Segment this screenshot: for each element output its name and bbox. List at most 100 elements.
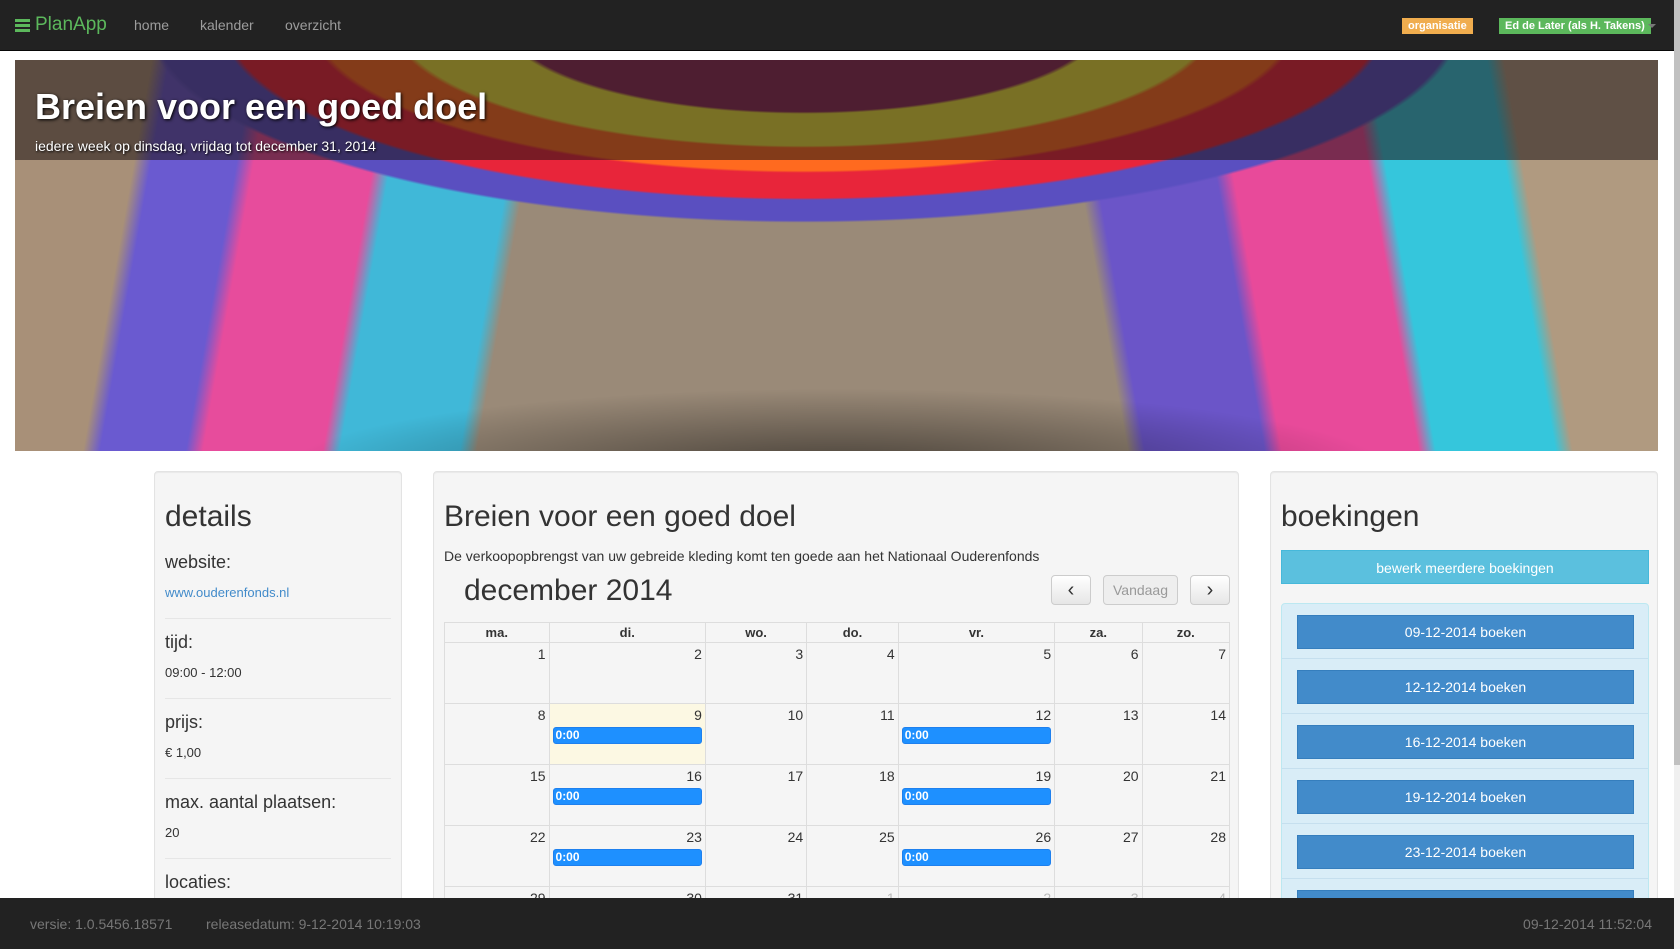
next-month-button[interactable]: › bbox=[1190, 575, 1230, 605]
day-number: 1 bbox=[537, 646, 546, 662]
details-panel: details website: www.ouderenfonds.nl tij… bbox=[154, 471, 402, 931]
calendar-day[interactable]: 17 bbox=[704, 764, 808, 826]
nav-home[interactable]: home bbox=[134, 17, 170, 33]
calendar-event[interactable]: 0:00 bbox=[552, 727, 702, 744]
calendar-day[interactable]: 14 bbox=[1141, 703, 1231, 765]
day-number: 13 bbox=[1122, 707, 1139, 723]
calendar-day[interactable]: 9 0:00 bbox=[548, 703, 706, 765]
details-title: details bbox=[165, 500, 252, 533]
divider bbox=[165, 698, 391, 699]
book-date-button[interactable]: 16-12-2014 boeken bbox=[1297, 725, 1634, 759]
brand-link[interactable]: PlanApp bbox=[15, 14, 107, 36]
scrollbar-thumb[interactable] bbox=[1674, 0, 1680, 765]
day-number: 12 bbox=[1035, 707, 1052, 723]
day-number: 7 bbox=[1218, 646, 1226, 662]
nav-kalender[interactable]: kalender bbox=[200, 17, 254, 33]
weekday-header: vr. bbox=[897, 622, 1056, 643]
calendar-day[interactable]: 19 0:00 bbox=[897, 764, 1056, 826]
prev-month-button[interactable]: ‹ bbox=[1051, 575, 1091, 605]
max-label: max. aantal plaatsen: bbox=[165, 792, 337, 812]
today-button[interactable]: Vandaag bbox=[1103, 575, 1178, 605]
weekday-header: zo. bbox=[1141, 622, 1231, 643]
locaties-label: locaties: bbox=[165, 872, 232, 892]
book-date-button[interactable]: 19-12-2014 boeken bbox=[1297, 780, 1634, 814]
calendar-day[interactable]: 25 bbox=[806, 825, 899, 887]
chevron-left-icon: ‹ bbox=[1067, 579, 1075, 601]
day-number: 4 bbox=[886, 646, 895, 662]
calendar-day[interactable]: 4 bbox=[806, 642, 899, 704]
calendar-week: 22 23 0:00 24 25 26 0:00 27 28 bbox=[444, 825, 1231, 887]
chevron-right-icon: › bbox=[1206, 579, 1214, 601]
calendar-event[interactable]: 0:00 bbox=[901, 849, 1052, 866]
day-number: 8 bbox=[537, 707, 546, 723]
calendar-day[interactable]: 5 bbox=[897, 642, 1056, 704]
calendar-day[interactable]: 1 bbox=[444, 642, 550, 704]
version-text: versie: 1.0.5456.18571 bbox=[30, 916, 173, 932]
book-date-button[interactable]: 23-12-2014 boeken bbox=[1297, 835, 1634, 869]
calendar-day[interactable]: 24 bbox=[704, 825, 808, 887]
calendar-day[interactable]: 7 bbox=[1141, 642, 1231, 704]
website-link[interactable]: www.ouderenfonds.nl bbox=[165, 585, 290, 600]
day-number: 15 bbox=[529, 768, 546, 784]
calendar-day[interactable]: 10 bbox=[704, 703, 808, 765]
prijs-label: prijs: bbox=[165, 712, 204, 732]
day-number: 23 bbox=[686, 829, 702, 845]
calendar-day[interactable]: 26 0:00 bbox=[897, 825, 1056, 887]
calendar-event[interactable]: 0:00 bbox=[552, 849, 702, 866]
calendar-day[interactable]: 20 bbox=[1054, 764, 1143, 826]
calendar-day[interactable]: 21 bbox=[1141, 764, 1231, 826]
calendar-day[interactable]: 28 bbox=[1141, 825, 1231, 887]
hero-banner: Breien voor een goed doel iedere week op… bbox=[15, 60, 1658, 451]
calendar-day[interactable]: 3 bbox=[704, 642, 808, 704]
day-number: 3 bbox=[795, 646, 804, 662]
calendar-event[interactable]: 0:00 bbox=[552, 788, 702, 805]
menu-icon bbox=[15, 17, 30, 34]
day-number: 27 bbox=[1122, 829, 1139, 845]
day-number: 26 bbox=[1035, 829, 1052, 845]
calendar-day[interactable]: 13 bbox=[1054, 703, 1143, 765]
calendar-day[interactable]: 22 bbox=[444, 825, 550, 887]
hero-title: Breien voor een goed doel bbox=[35, 86, 488, 127]
calendar-day[interactable]: 2 bbox=[548, 642, 706, 704]
user-badge[interactable]: Ed de Later (als H. Takens) bbox=[1499, 18, 1651, 34]
calendar-day[interactable]: 8 bbox=[444, 703, 550, 765]
calendar-day[interactable]: 23 0:00 bbox=[548, 825, 706, 887]
day-number: 10 bbox=[787, 707, 804, 723]
day-number: 16 bbox=[686, 768, 702, 784]
calendar-month: december 2014 bbox=[464, 574, 673, 607]
day-number: 5 bbox=[1043, 646, 1052, 662]
day-number: 22 bbox=[529, 829, 546, 845]
event-title: Breien voor een goed doel bbox=[444, 500, 796, 533]
calendar-day[interactable]: 6 bbox=[1054, 642, 1143, 704]
organisation-badge[interactable]: organisatie bbox=[1402, 18, 1473, 34]
book-date-button[interactable]: 12-12-2014 boeken bbox=[1297, 670, 1634, 704]
calendar-day[interactable]: 15 bbox=[444, 764, 550, 826]
day-number: 9 bbox=[694, 707, 702, 723]
day-number: 19 bbox=[1035, 768, 1052, 784]
hero-overlay bbox=[15, 60, 1658, 160]
calendar-day[interactable]: 18 bbox=[806, 764, 899, 826]
calendar-day[interactable]: 11 bbox=[806, 703, 899, 765]
calendar-day[interactable]: 16 0:00 bbox=[548, 764, 706, 826]
navbar: PlanApp home kalender overzicht organisa… bbox=[0, 0, 1674, 51]
calendar-event[interactable]: 0:00 bbox=[901, 727, 1052, 744]
calendar-week: 1 2 3 4 5 6 7 bbox=[444, 642, 1231, 704]
max-value: 20 bbox=[165, 825, 180, 840]
edit-multiple-bookings-button[interactable]: bewerk meerdere boekingen bbox=[1281, 550, 1649, 584]
book-date-button[interactable]: 09-12-2014 boeken bbox=[1297, 615, 1634, 649]
calendar-day[interactable]: 27 bbox=[1054, 825, 1143, 887]
nav-overzicht[interactable]: overzicht bbox=[285, 17, 342, 33]
bookings-title: boekingen bbox=[1281, 500, 1420, 533]
release-date-text: releasedatum: 9-12-2014 10:19:03 bbox=[206, 916, 421, 932]
calendar-event[interactable]: 0:00 bbox=[901, 788, 1052, 805]
booking-item: 23-12-2014 boeken bbox=[1282, 824, 1648, 879]
weekday-header: di. bbox=[548, 622, 706, 643]
day-number: 17 bbox=[787, 768, 804, 784]
calendar-day[interactable]: 12 0:00 bbox=[897, 703, 1056, 765]
brand-label: PlanApp bbox=[35, 14, 107, 35]
event-panel: Breien voor een goed doel De verkoopopbr… bbox=[433, 471, 1239, 948]
booking-item: 09-12-2014 boeken bbox=[1282, 604, 1648, 659]
weekday-header: ma. bbox=[444, 622, 550, 643]
current-datetime: 09-12-2014 11:52:04 bbox=[1523, 916, 1652, 932]
chevron-down-icon[interactable] bbox=[1648, 24, 1656, 28]
